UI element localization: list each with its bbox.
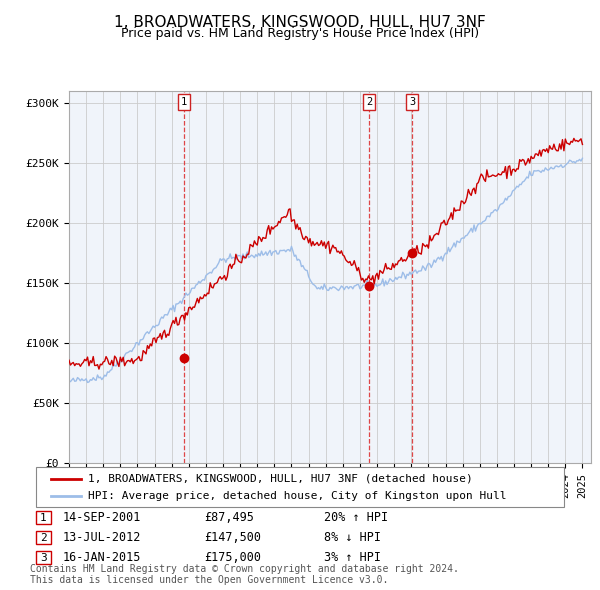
Text: 1, BROADWATERS, KINGSWOOD, HULL, HU7 3NF: 1, BROADWATERS, KINGSWOOD, HULL, HU7 3NF bbox=[114, 15, 486, 30]
Text: 8% ↓ HPI: 8% ↓ HPI bbox=[324, 532, 381, 545]
Text: £175,000: £175,000 bbox=[204, 552, 261, 565]
Text: 16-JAN-2015: 16-JAN-2015 bbox=[63, 552, 142, 565]
Text: HPI: Average price, detached house, City of Kingston upon Hull: HPI: Average price, detached house, City… bbox=[88, 491, 507, 501]
Text: 2: 2 bbox=[40, 533, 47, 543]
Text: 14-SEP-2001: 14-SEP-2001 bbox=[63, 512, 142, 525]
Text: 1, BROADWATERS, KINGSWOOD, HULL, HU7 3NF (detached house): 1, BROADWATERS, KINGSWOOD, HULL, HU7 3NF… bbox=[88, 474, 473, 484]
Text: £87,495: £87,495 bbox=[204, 512, 254, 525]
Text: Price paid vs. HM Land Registry's House Price Index (HPI): Price paid vs. HM Land Registry's House … bbox=[121, 27, 479, 40]
Text: 1: 1 bbox=[40, 513, 47, 523]
Text: 20% ↑ HPI: 20% ↑ HPI bbox=[324, 512, 388, 525]
Text: 13-JUL-2012: 13-JUL-2012 bbox=[63, 532, 142, 545]
Text: 3% ↑ HPI: 3% ↑ HPI bbox=[324, 552, 381, 565]
Text: 3: 3 bbox=[409, 97, 415, 107]
Text: 1: 1 bbox=[181, 97, 187, 107]
Text: 2: 2 bbox=[366, 97, 373, 107]
Text: Contains HM Land Registry data © Crown copyright and database right 2024.
This d: Contains HM Land Registry data © Crown c… bbox=[30, 563, 459, 585]
Text: 3: 3 bbox=[40, 553, 47, 563]
Text: £147,500: £147,500 bbox=[204, 532, 261, 545]
